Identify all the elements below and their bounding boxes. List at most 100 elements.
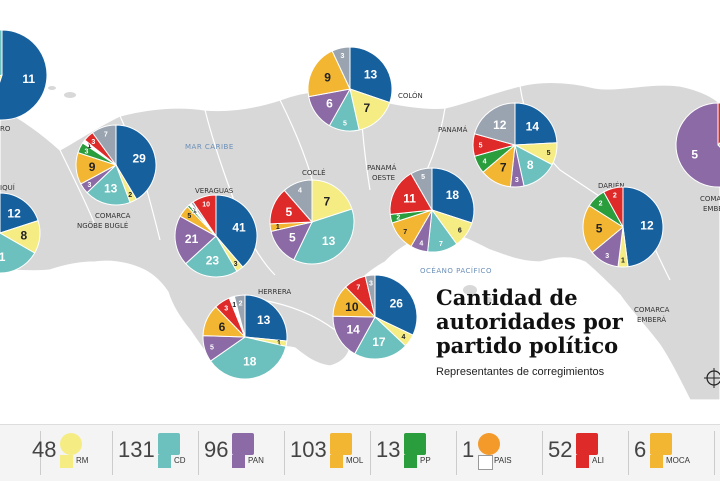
pie-slice-prd [514, 102, 558, 146]
legend-abbr: PAN [248, 456, 264, 465]
pie-slice-prd [431, 167, 475, 224]
pie-slice-label: 14 [346, 323, 360, 337]
pie-slice-label: 17 [372, 335, 386, 349]
pie-slice-label: 1 [276, 224, 280, 231]
legend-separator [198, 431, 199, 475]
legend-item-moca: 6 MOCA [634, 425, 718, 481]
label-comarca-embera-partial: COMA EMBE [700, 195, 720, 213]
pie-slice-prd [622, 186, 664, 268]
legend-swatch [650, 455, 663, 468]
legend-separator [542, 431, 543, 475]
pie-slice-label: 7 [500, 160, 507, 174]
label-comarca-embera-partial-1: COMA [700, 195, 720, 203]
legend-item-cd: 131 CD [118, 425, 202, 481]
legend-swatch [478, 455, 493, 470]
legend-abbr: MOL [346, 456, 364, 465]
legend-separator [714, 431, 715, 475]
pie-slice-cd [86, 164, 131, 206]
legend-item-pan: 96 PAN [204, 425, 288, 481]
pie-slice-label: 21 [185, 232, 199, 246]
label-panama: PANAMÁ [438, 125, 468, 134]
pie-slice-label: 5 [421, 174, 425, 181]
pie-slice-label: 1 [232, 302, 236, 309]
pie-slice-label: 1 [88, 143, 92, 150]
legend-item-rm: 48 RM [32, 425, 116, 481]
legend-separator [628, 431, 629, 475]
legend-item-pais: 1 PAIS [462, 425, 546, 481]
label-comarca-embera-1: COMARCA [634, 306, 670, 314]
pie-slice-lp [283, 179, 313, 224]
label-herrera: HERRERA [258, 288, 291, 296]
pie-slice-label: 5 [479, 143, 483, 150]
legend-abbr: RM [76, 456, 89, 465]
pie-slice-label: 9 [324, 70, 331, 84]
legend-count: 48 [32, 437, 57, 462]
pie-slice-ali [389, 172, 433, 215]
pie-slice-label: 18 [446, 188, 460, 202]
legend-abbr: CD [174, 456, 186, 465]
pan-logo-icon [232, 433, 254, 455]
pie-slice-label: 5 [187, 213, 191, 220]
label-panama-oeste-2: OESTE [372, 174, 395, 182]
pie-slice-lp [410, 167, 433, 212]
pie-slice-label: 2 [613, 193, 617, 200]
pie-los-santos: 26 4 17 14 10 7 3 [332, 274, 418, 360]
legend-item-mol: 103 MOL [290, 425, 374, 481]
pie-slice-label: 7 [363, 101, 370, 115]
pie-slice-pan [174, 215, 217, 265]
legend-item-ali: 52 ALI [548, 425, 632, 481]
pie-slice-label: 18 [243, 355, 257, 369]
pie-slice-label: 12 [7, 207, 21, 221]
pie-slice-lp [331, 46, 351, 90]
pp-logo-icon [404, 433, 426, 455]
pie-slice-mol [582, 204, 624, 254]
pie-slice-label: 7 [323, 195, 330, 209]
pie-slice-prd [115, 124, 157, 201]
pie-slice-label: 1 [193, 207, 197, 214]
label-comarca-embera-2: EMBERÁ [637, 315, 666, 324]
pie-slice-label: 41 [232, 220, 246, 234]
pie-slice-label: 3 [515, 177, 519, 184]
pie-slice-ali [603, 186, 624, 228]
legend-separator [284, 431, 285, 475]
pie-slice-lp [364, 274, 376, 318]
pie-slice-label: 3 [88, 182, 92, 189]
pie-slice-label: 1 [191, 209, 195, 216]
pie-slice-label: 5 [547, 150, 551, 157]
party-legend: RD48RM131CD96PAN103MOL13PP1PAIS52ALI6MOC… [0, 424, 720, 481]
pie-col-n: 13 7 5 6 9 3 [307, 46, 393, 132]
pie-slice-label: 1 [194, 206, 198, 213]
pie-slice-label: 4 [401, 334, 405, 341]
pie-slice-label: 8 [527, 158, 534, 172]
pie-slice-label: 6 [326, 97, 333, 111]
label-darien: DARIÉN [598, 181, 625, 190]
label-comarca-embera: COMARCA EMBERÁ [634, 306, 672, 324]
legend-abbr: PP [420, 456, 431, 465]
pie-slice-label: 7 [439, 241, 443, 248]
label-cocle: COCLÉ [302, 168, 326, 177]
pie-slice-label: 10 [202, 201, 210, 208]
pie-slice-label: 23 [206, 253, 220, 267]
legend-item-pp: 13 PP [376, 425, 460, 481]
pie-slice-label: 21 [0, 250, 6, 264]
pie-chiriqu-: 1282119 [0, 192, 41, 274]
pie-slice-label: 1 [277, 340, 281, 347]
pie-slice-label: 12 [640, 218, 654, 232]
pie-slice-label: 29 [132, 152, 146, 166]
pie-slice-lp [233, 294, 246, 338]
page-title: Cantidad de autoridades por partido polí… [436, 285, 623, 358]
pie-slice-label: 7 [104, 131, 108, 138]
pie-slice-label: 13 [257, 313, 271, 327]
moca-logo-icon [650, 433, 672, 455]
legend-count: 1 [462, 437, 475, 462]
legend-swatch [232, 455, 245, 468]
ali-logo-icon [576, 433, 598, 455]
pie-slice-label: 3 [224, 306, 228, 313]
pie-slice-label: 12 [493, 118, 507, 132]
pie-slice-prd [374, 274, 418, 336]
pie-slice-label: 1 [621, 257, 625, 264]
pie-slice-prd [349, 46, 393, 104]
